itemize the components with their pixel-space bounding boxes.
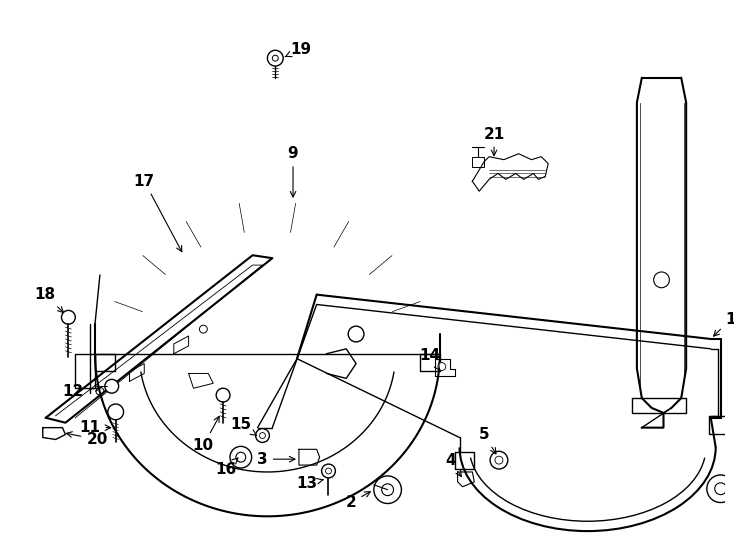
Text: 2: 2 xyxy=(0,539,1,540)
Text: 3: 3 xyxy=(257,451,295,467)
Text: 2: 2 xyxy=(346,492,371,510)
Circle shape xyxy=(217,388,230,402)
Text: 6: 6 xyxy=(0,539,1,540)
Text: 5: 5 xyxy=(479,427,496,454)
Circle shape xyxy=(230,447,252,468)
Circle shape xyxy=(108,404,123,420)
Text: 13: 13 xyxy=(297,476,323,491)
Circle shape xyxy=(62,310,76,324)
Text: 19: 19 xyxy=(285,42,311,57)
Text: 9: 9 xyxy=(288,146,298,197)
Text: 1: 1 xyxy=(713,312,734,336)
Polygon shape xyxy=(43,428,65,440)
Text: 21: 21 xyxy=(484,126,505,156)
Text: 14: 14 xyxy=(419,348,440,370)
Polygon shape xyxy=(709,416,730,434)
Text: 4: 4 xyxy=(446,453,461,476)
Polygon shape xyxy=(632,398,686,413)
Polygon shape xyxy=(435,359,454,376)
Circle shape xyxy=(272,55,278,61)
Text: 8: 8 xyxy=(0,539,1,540)
Polygon shape xyxy=(46,255,272,423)
Text: 12: 12 xyxy=(62,384,101,399)
Circle shape xyxy=(236,453,246,462)
Polygon shape xyxy=(473,157,484,166)
Text: 17: 17 xyxy=(134,174,182,252)
Circle shape xyxy=(105,380,119,393)
Circle shape xyxy=(490,451,508,469)
Polygon shape xyxy=(457,472,474,487)
Circle shape xyxy=(374,476,401,503)
Text: 10: 10 xyxy=(193,416,219,453)
Circle shape xyxy=(267,50,283,66)
Polygon shape xyxy=(454,453,474,469)
Circle shape xyxy=(255,429,269,442)
Circle shape xyxy=(438,363,446,370)
Circle shape xyxy=(707,475,734,503)
Text: 20: 20 xyxy=(66,431,108,447)
Text: 11: 11 xyxy=(79,420,111,435)
Text: 18: 18 xyxy=(34,287,64,313)
Text: 16: 16 xyxy=(215,458,238,476)
Polygon shape xyxy=(299,449,319,465)
Text: 15: 15 xyxy=(230,417,257,435)
Polygon shape xyxy=(473,154,548,191)
Text: 7: 7 xyxy=(0,539,1,540)
Circle shape xyxy=(321,464,335,478)
